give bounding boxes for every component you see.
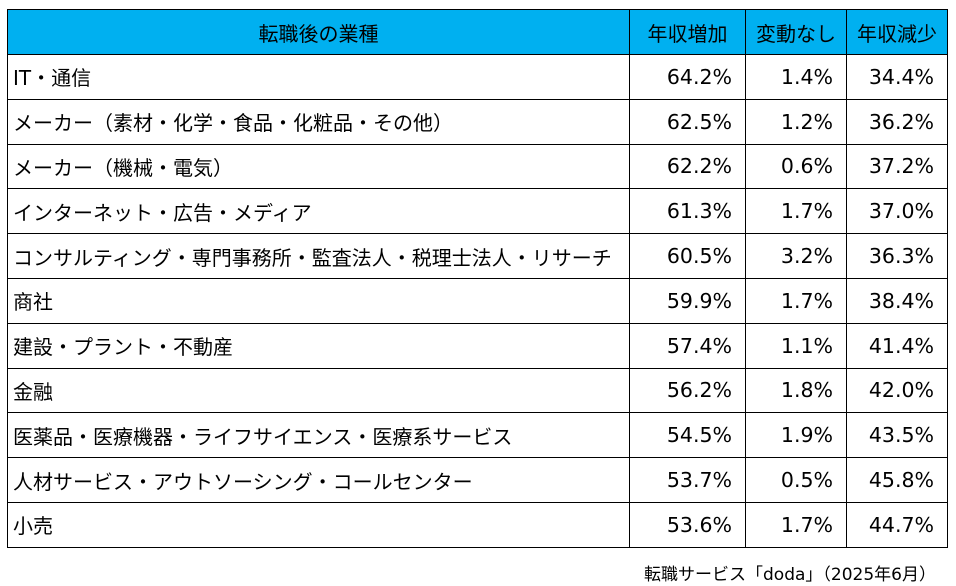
cell-industry: 商社 [7, 277, 630, 324]
cell-industry: メーカー（機械・電気） [7, 143, 630, 190]
header-increase: 年収増加 [629, 9, 746, 55]
cell-decrease: 44.7% [846, 501, 948, 548]
cell-no-change: 1.7% [745, 501, 847, 548]
cell-industry: 人材サービス・アウトソーシング・コールセンター [7, 457, 630, 503]
cell-increase: 61.3% [629, 188, 746, 235]
table-row: メーカー（素材・化学・食品・化粧品・その他） 62.5% 1.2% 36.2% [7, 98, 948, 145]
cell-increase: 60.5% [629, 233, 746, 279]
industry-salary-table: 転職後の業種 年収増加 変動なし 年収減少 IT・通信 64.2% 1.4% 34.4… [7, 9, 948, 548]
cell-industry: コンサルティング・専門事務所・監査法人・税理士法人・リサーチ [7, 233, 630, 279]
cell-industry: メーカー（素材・化学・食品・化粧品・その他） [7, 98, 630, 145]
cell-decrease: 34.4% [846, 54, 948, 100]
cell-increase: 53.7% [629, 457, 746, 503]
table-row: IT・通信 64.2% 1.4% 34.4% [7, 54, 948, 100]
cell-decrease: 37.2% [846, 143, 948, 190]
cell-no-change: 1.7% [745, 188, 847, 235]
table-row: 建設・プラント・不動産 57.4% 1.1% 41.4% [7, 322, 948, 369]
cell-decrease: 43.5% [846, 412, 948, 459]
table-header: 転職後の業種 年収増加 変動なし 年収減少 [7, 9, 948, 55]
cell-increase: 54.5% [629, 412, 746, 459]
cell-no-change: 1.8% [745, 367, 847, 414]
cell-industry: 金融 [7, 367, 630, 414]
cell-decrease: 38.4% [846, 277, 948, 324]
cell-increase: 57.4% [629, 322, 746, 369]
cell-decrease: 41.4% [846, 322, 948, 369]
header-decrease: 年収減少 [846, 9, 948, 55]
cell-increase: 53.6% [629, 501, 746, 548]
cell-industry: インターネット・広告・メディア [7, 188, 630, 235]
source-note: 転職サービス「doda」（2025年6月） [644, 565, 936, 585]
table-row: 医薬品・医療機器・ライフサイエンス・医療系サービス 54.5% 1.9% 43.5% [7, 412, 948, 459]
table-row: インターネット・広告・メディア 61.3% 1.7% 37.0% [7, 188, 948, 235]
cell-increase: 62.5% [629, 98, 746, 145]
cell-no-change: 1.4% [745, 54, 847, 100]
cell-increase: 64.2% [629, 54, 746, 100]
cell-no-change: 1.7% [745, 277, 847, 324]
cell-increase: 62.2% [629, 143, 746, 190]
cell-no-change: 1.9% [745, 412, 847, 459]
table-body: IT・通信 64.2% 1.4% 34.4% メーカー（素材・化学・食品・化粧品・その他… [7, 54, 948, 548]
header-no-change: 変動なし [745, 9, 847, 55]
table-row: 商社 59.9% 1.7% 38.4% [7, 277, 948, 324]
cell-no-change: 0.5% [745, 457, 847, 503]
table-row: コンサルティング・専門事務所・監査法人・税理士法人・リサーチ 60.5% 3.2% 3… [7, 233, 948, 279]
cell-no-change: 0.6% [745, 143, 847, 190]
cell-decrease: 42.0% [846, 367, 948, 414]
cell-no-change: 3.2% [745, 233, 847, 279]
cell-industry: IT・通信 [7, 54, 630, 100]
cell-increase: 59.9% [629, 277, 746, 324]
cell-industry: 建設・プラント・不動産 [7, 322, 630, 369]
table-row: メーカー（機械・電気） 62.2% 0.6% 37.2% [7, 143, 948, 190]
cell-decrease: 37.0% [846, 188, 948, 235]
cell-decrease: 36.3% [846, 233, 948, 279]
cell-industry: 小売 [7, 501, 630, 548]
cell-no-change: 1.1% [745, 322, 847, 369]
table-row: 金融 56.2% 1.8% 42.0% [7, 367, 948, 414]
header-industry: 転職後の業種 [7, 9, 630, 55]
table-row: 人材サービス・アウトソーシング・コールセンター 53.7% 0.5% 45.8% [7, 457, 948, 503]
cell-industry: 医薬品・医療機器・ライフサイエンス・医療系サービス [7, 412, 630, 459]
cell-decrease: 45.8% [846, 457, 948, 503]
table-row: 小売 53.6% 1.7% 44.7% [7, 501, 948, 548]
header-row: 転職後の業種 年収増加 変動なし 年収減少 [7, 9, 948, 55]
cell-no-change: 1.2% [745, 98, 847, 145]
cell-increase: 56.2% [629, 367, 746, 414]
cell-decrease: 36.2% [846, 98, 948, 145]
